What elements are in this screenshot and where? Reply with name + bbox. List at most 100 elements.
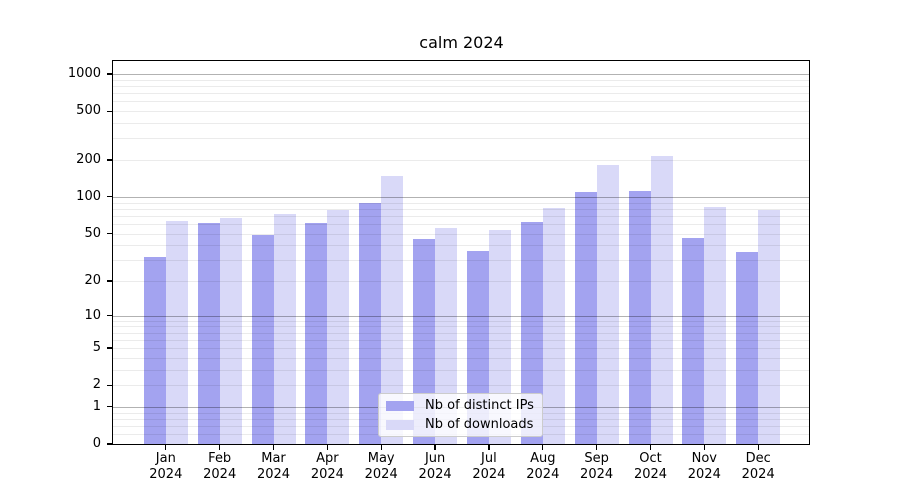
y-tick-label: 200 [76,152,101,167]
x-tick-month: Aug [530,451,556,466]
x-tick-label: May 2024 [353,451,409,482]
bar-downloads [488,230,511,444]
gridline-major [113,74,810,76]
x-tick-label: Nov 2024 [676,451,732,482]
x-tick-month: Jul [481,451,497,466]
x-tick-label: Jul 2024 [461,451,517,482]
bar-downloads [704,206,727,444]
gridline-minor [113,260,810,262]
gridline-minor [113,332,810,334]
y-tick-mark [106,384,113,386]
legend: Nb of distinct IPs Nb of downloads [378,393,543,437]
bar-distinct-ips [197,223,220,444]
y-tick-label: 5 [92,340,101,356]
x-tick-label: Oct 2024 [623,451,679,482]
gridline-minor [113,160,810,161]
y-tick-label: 20 [84,273,101,288]
gridline-minor [113,223,810,225]
y-tick-label: 500 [76,103,101,119]
y-tick-mark [106,196,113,198]
x-tick-mark [649,444,652,450]
x-tick-mark [757,444,759,450]
bar-distinct-ips [359,203,382,444]
gridline-minor [113,357,810,359]
x-tick-month: Mar [261,451,286,466]
gridline-minor [113,208,810,210]
x-tick-year: 2024 [580,466,614,482]
bar-downloads [758,210,781,444]
x-tick-mark [380,444,382,450]
x-tick-year: 2024 [364,466,398,482]
x-tick-year: 2024 [741,466,775,482]
gridline-minor [113,320,810,322]
bar-distinct-ips [305,223,328,444]
gridline-minor [113,339,810,341]
legend-swatch-distinct-ips [386,400,414,411]
bar-distinct-ips [682,237,705,444]
x-tick-month: Jun [424,451,446,466]
gridline-minor [113,215,810,217]
gridline-minor [113,93,810,95]
x-tick-mark [703,444,705,450]
x-tick-month: Sep [584,451,609,466]
bar-downloads [165,221,188,444]
gridline-major [113,196,810,198]
y-tick-mark [106,280,113,282]
legend-label: Nb of distinct IPs [425,398,534,413]
gridline-minor [113,86,810,87]
y-tick-label: 0 [92,436,101,451]
x-tick-mark [596,444,598,450]
gridline-minor [113,138,810,140]
gridline-minor [113,123,810,125]
gridline-minor [113,101,810,103]
legend-swatch-downloads [386,419,414,430]
y-tick-label: 50 [84,225,101,241]
gridline-minor [113,245,810,247]
x-tick-month: May [367,451,395,466]
x-tick-label: Apr 2024 [299,451,355,482]
y-tick-label: 2 [92,377,101,393]
gridline-minor [113,79,810,81]
bar-distinct-ips [143,256,166,444]
y-tick-mark [106,315,113,317]
x-tick-mark [272,444,275,450]
bar-distinct-ips [574,192,597,444]
bar-downloads [542,208,565,444]
bar-distinct-ips [736,252,759,444]
gridline-minor [113,326,810,328]
y-tick-label: 1000 [67,66,101,82]
x-tick-month: Nov [691,451,717,466]
y-tick-label: 1 [92,398,101,414]
x-tick-month: Jan [155,451,176,466]
y-tick-mark [106,347,113,349]
x-tick-mark [219,444,221,450]
bar-distinct-ips [413,239,436,444]
legend-label: Nb of downloads [425,417,534,432]
y-tick-mark [106,443,113,445]
x-tick-label: Jan 2024 [138,451,194,482]
bar-distinct-ips [251,234,274,444]
gridline-minor [113,111,810,113]
y-tick-mark [106,73,113,75]
x-tick-year: 2024 [687,466,721,482]
x-tick-year: 2024 [526,466,560,482]
bar-downloads [435,227,458,444]
bar-downloads [219,218,242,444]
legend-item: Nb of downloads [386,417,535,432]
chart-title: calm 2024 [419,33,504,52]
bar-downloads [381,176,404,444]
legend-item: Nb of distinct IPs [386,398,535,413]
x-tick-month: Dec [745,451,771,466]
gridline-minor [113,202,810,204]
x-tick-mark [165,444,167,450]
x-tick-month: Oct [639,451,662,466]
x-tick-year: 2024 [149,466,183,482]
x-tick-year: 2024 [472,466,506,482]
gridline-minor [113,281,810,282]
bar-distinct-ips [520,222,543,444]
x-tick-year: 2024 [203,466,237,482]
y-tick-mark [106,232,113,235]
x-tick-label: Feb 2024 [192,451,248,482]
y-tick-label: 10 [84,307,101,323]
